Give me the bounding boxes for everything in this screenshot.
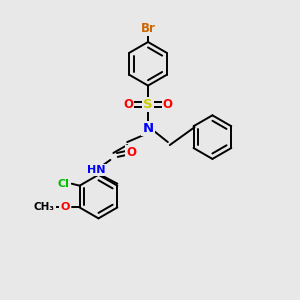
- Text: HN: HN: [87, 165, 106, 175]
- Text: N: N: [142, 122, 154, 135]
- Text: Cl: Cl: [58, 179, 70, 189]
- Text: O: O: [60, 202, 69, 212]
- Text: O: O: [163, 98, 173, 111]
- Text: CH₃: CH₃: [33, 202, 54, 212]
- Text: Br: Br: [141, 22, 155, 34]
- Text: S: S: [143, 98, 153, 111]
- Text: O: O: [126, 146, 136, 160]
- Text: O: O: [123, 98, 133, 111]
